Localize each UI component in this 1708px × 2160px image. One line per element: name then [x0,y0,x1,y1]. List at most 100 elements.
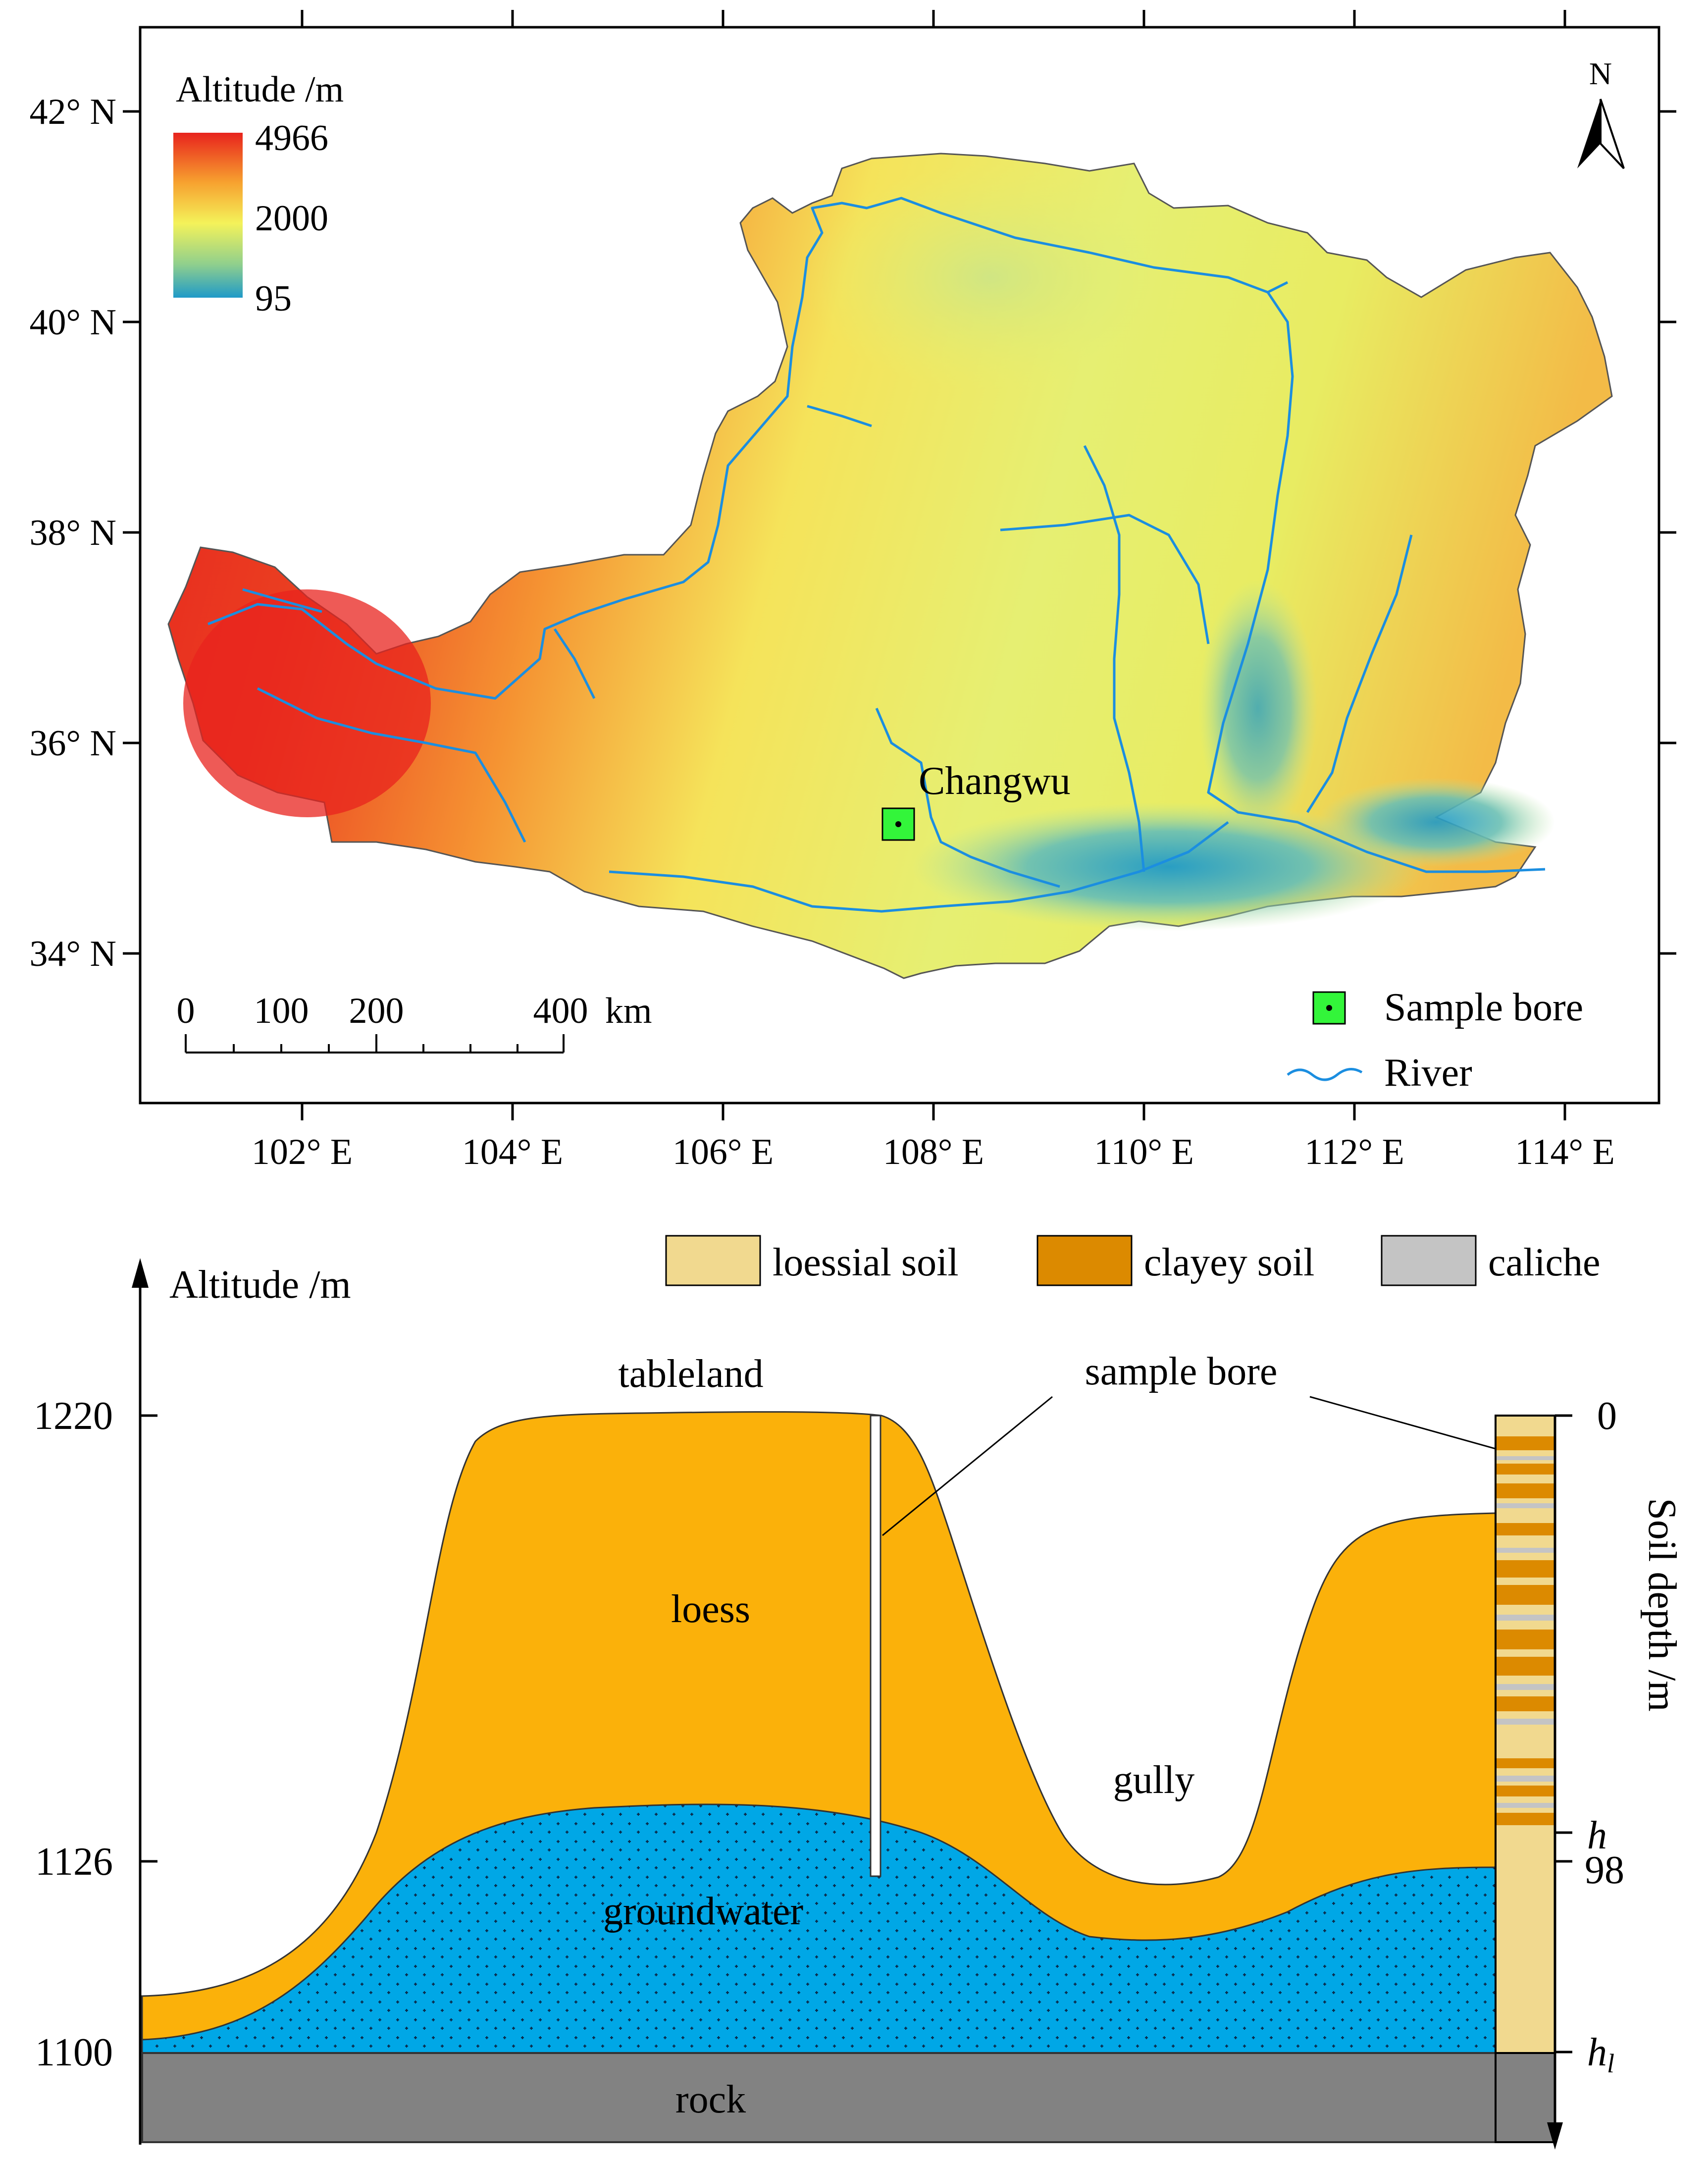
longitude-axis: 102° E 104° E 106° E 108° E 110° E 112° … [252,10,1615,1172]
y-tick-1126: 1126 [35,1840,113,1884]
y-axis-arrow-icon [132,1258,149,1288]
scale-tick-400: 400 [533,991,588,1031]
loess-plateau-map [167,153,1613,979]
lon-label-112: 112° E [1304,1132,1404,1172]
soil-band [1497,1615,1554,1621]
map-legend: Sample bore River [1287,986,1583,1095]
legend-caliche-label: caliche [1488,1241,1600,1284]
latitude-axis: 42° N 40° N 38° N 36° N 34° N [29,92,1676,974]
legend-caliche-swatch [1381,1235,1477,1286]
profile-y-axis: Altitude /m 1220 1126 1100 [34,1258,351,2145]
soil-band [1497,1560,1554,1578]
scale-bar: 0 100 200 400 km [177,991,652,1054]
north-label: N [1589,56,1612,91]
changwu-site: Changwu [881,759,1071,841]
yellow-river [207,197,1546,873]
soil-band [1497,1813,1554,1825]
label-loess: loess [671,1587,750,1631]
ordos-tributary [807,405,872,427]
sample-bore-tube [870,1415,881,1877]
profile-labels: tableland sample bore loess gully ground… [603,1350,1496,2121]
soil-band [1497,1630,1554,1649]
legend-river-label: River [1384,1051,1472,1095]
lon-label-106: 106° E [673,1132,774,1172]
legend-loessial-soil-swatch [665,1235,761,1286]
y-tick-1100: 1100 [35,2031,113,2074]
sample-bore-leader-right [1309,1396,1496,1450]
lat-label-38: 38° N [29,513,116,553]
lon-label-102: 102° E [252,1132,353,1172]
y-axis-label: Altitude /m [169,1263,351,1307]
wei-river [609,821,1229,913]
legend-sample-bore-label: Sample bore [1384,986,1583,1029]
soil-band [1497,1684,1554,1690]
soil-band [1497,1719,1554,1725]
north-arrow: N [1577,56,1625,169]
soil-band [1497,1436,1554,1450]
scale-tick-200: 200 [349,991,404,1031]
depth-tick-98: 98 [1585,1848,1624,1892]
lat-label-42: 42° N [29,92,116,132]
legend-river-icon [1287,1068,1363,1081]
soil-band [1497,1456,1554,1460]
jing-river [875,708,1060,888]
tao-river [257,687,526,843]
altitude-min-label: 95 [255,278,292,319]
depth-tick-0: 0 [1597,1394,1617,1438]
lon-label-114: 114° E [1515,1132,1615,1172]
map-panel: 42° N 40° N 38° N 36° N 34° N 102° E 104… [29,10,1676,1172]
label-groundwater: groundwater [603,1890,803,1933]
lat-label-40: 40° N [29,302,116,343]
wuding-river [1000,514,1210,644]
soil-band [1497,1548,1554,1553]
altitude-colorbar [173,133,243,298]
ordos-lowland [802,163,1179,391]
soil-band [1497,1696,1554,1711]
yellow-river-valley [1198,580,1317,837]
scale-tick-100: 100 [254,991,309,1031]
lon-label-110: 110° E [1094,1132,1194,1172]
soil-band [1497,1758,1554,1768]
soil-legend: loessial soil clayey soil caliche [665,1235,1600,1286]
altitude-mid-label: 2000 [255,198,328,239]
label-rock: rock [675,2078,746,2121]
site-label-changwu: Changwu [919,759,1071,803]
soil-band [1497,1786,1554,1796]
altitude-legend: Altitude /m 4966 2000 95 [173,69,344,319]
legend-loessial-soil-label: loessial soil [773,1241,959,1284]
north-arrow-icon [1577,99,1601,168]
soil-band [1497,1657,1554,1676]
soil-stripes [1497,1436,1554,1825]
altitude-legend-title: Altitude /m [176,69,344,110]
profile-panel: loessial soil clayey soil caliche Altitu… [34,1235,1684,2150]
sample-bore-leader-left [882,1396,1053,1536]
rock-layer [141,2052,1497,2143]
label-sample-bore: sample bore [1085,1350,1278,1393]
soil-band [1497,1464,1554,1475]
fenhe-valley [1317,778,1555,867]
soil-band [1497,1503,1554,1508]
depth-tick-hl-sub: l [1607,2049,1614,2078]
lat-label-34: 34° N [29,934,116,974]
depth-axis-label: Soil depth /m [1640,1498,1684,1711]
label-tableland: tableland [618,1352,763,1396]
label-gully: gully [1113,1758,1194,1802]
luo-river [1083,445,1145,872]
depth-tick-h: h [1587,1814,1607,1857]
depth-axis-arrow-icon [1547,2122,1563,2150]
depth-axis: 0 h 98 hl Soil depth /m [1547,1394,1684,2150]
depth-tick-hl: hl [1587,2031,1614,2078]
legend-clayey-soil-swatch [1036,1235,1133,1286]
altitude-max-label: 4966 [255,118,328,158]
soil-band [1497,1803,1554,1808]
weihe-basin [911,802,1426,931]
lon-label-104: 104° E [462,1132,563,1172]
scale-unit: km [605,991,652,1031]
legend-clayey-soil-label: clayey soil [1144,1241,1314,1284]
fen-river [1306,534,1413,813]
soil-band [1497,1523,1554,1535]
soil-column [1495,1415,1556,2143]
north-tributary [1267,281,1289,294]
lon-label-108: 108° E [883,1132,984,1172]
upper-tributary [242,588,322,613]
